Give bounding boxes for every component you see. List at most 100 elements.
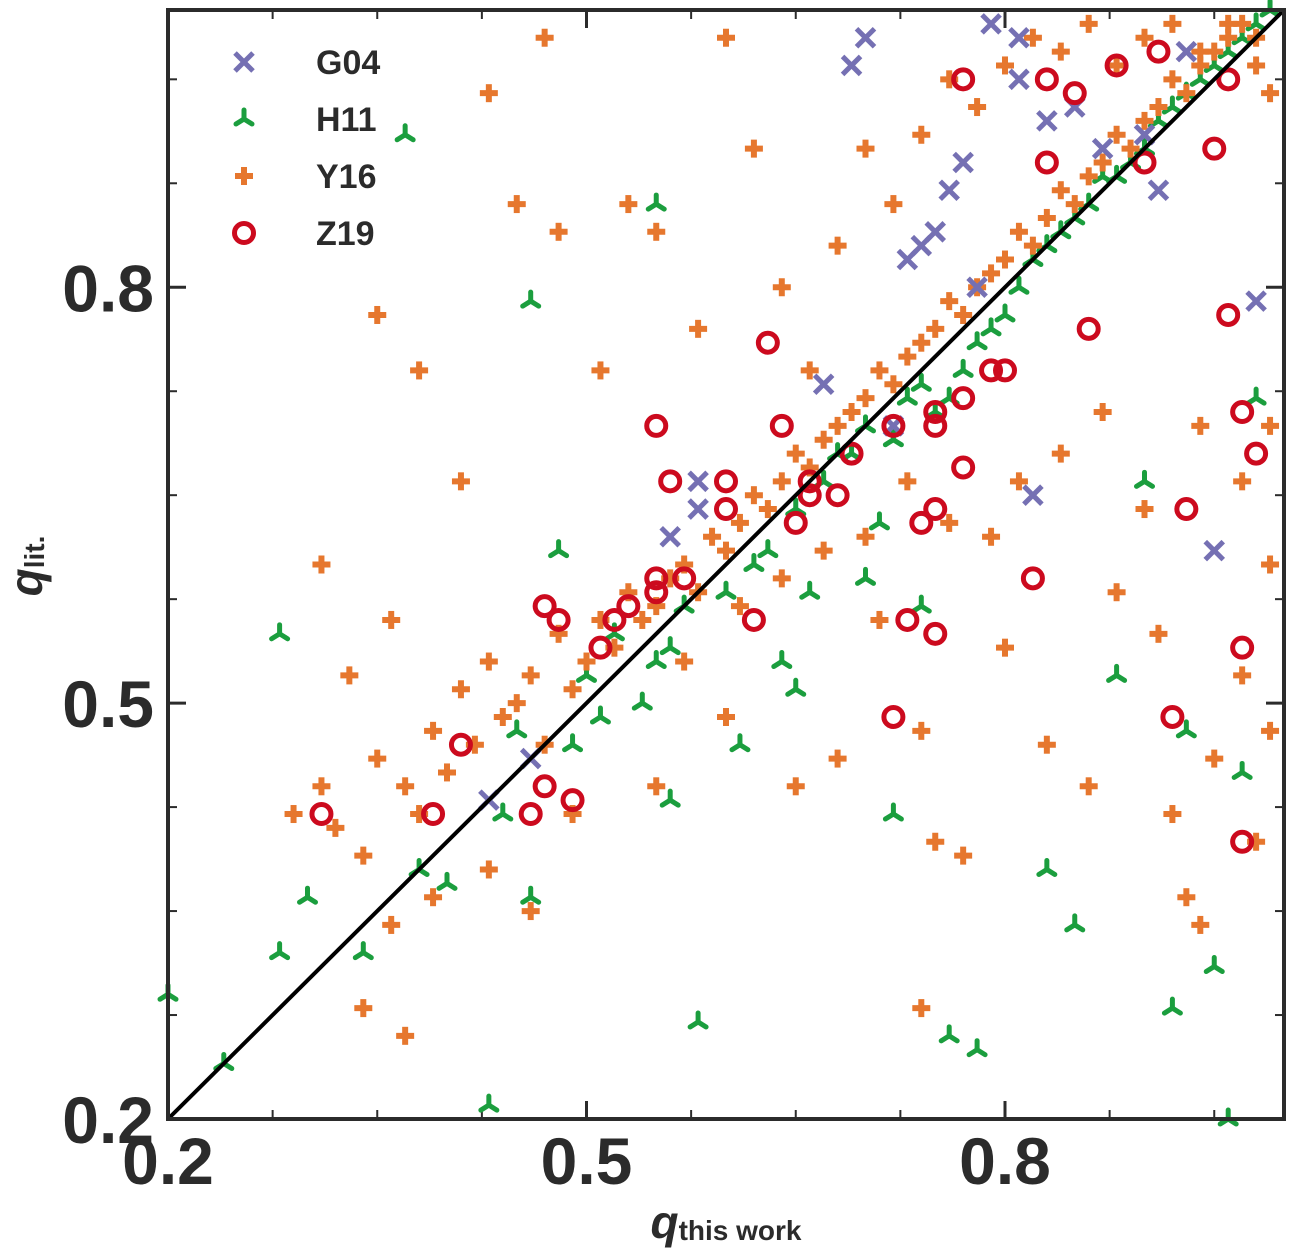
marker-stroke: [233, 51, 255, 73]
point-y16: [954, 846, 973, 865]
point-z19: [881, 704, 906, 729]
y-axis-subscript: lit.: [19, 536, 50, 569]
point-y16: [1051, 42, 1070, 61]
point-y16: [340, 666, 359, 685]
point-y16: [1247, 56, 1266, 75]
point-y16: [577, 652, 596, 671]
point-z19: [1146, 39, 1171, 64]
marker-stroke: [1147, 179, 1170, 201]
marker-stroke: [966, 276, 988, 299]
point-g04: [687, 498, 709, 520]
point-y16: [1177, 888, 1196, 907]
point-z19: [1216, 67, 1241, 92]
point-h11: [1245, 386, 1267, 406]
marker-stroke: [1002, 312, 1016, 323]
point-y16: [1051, 444, 1070, 463]
point-h11: [506, 719, 528, 739]
point-y16: [368, 305, 387, 324]
point-g04: [854, 26, 877, 49]
point-g04: [1245, 290, 1267, 312]
marker-stroke: [918, 381, 932, 392]
point-z19: [923, 621, 948, 646]
marker-stroke: [960, 367, 974, 378]
marker-stroke: [904, 395, 918, 406]
point-h11: [715, 580, 737, 600]
point-h11: [1161, 996, 1183, 1016]
point-y16: [1261, 84, 1280, 103]
marker-stroke: [946, 1033, 960, 1044]
marker-stroke: [821, 478, 835, 489]
point-y16: [730, 513, 749, 532]
point-y16: [1191, 915, 1210, 934]
point-g04: [1036, 110, 1058, 132]
point-y16: [717, 541, 735, 560]
marker-stroke: [1253, 21, 1267, 32]
point-g04: [966, 276, 988, 299]
point-y16: [1093, 403, 1112, 422]
marker-stroke: [980, 13, 1002, 35]
point-h11: [297, 885, 318, 905]
point-y16: [479, 860, 498, 879]
point-y16: [647, 222, 666, 241]
point-z19: [1076, 316, 1101, 341]
point-y16: [563, 680, 582, 699]
point-h11: [478, 1093, 500, 1113]
legend-marker-z19: [232, 221, 256, 245]
marker-stroke: [793, 686, 807, 697]
point-y16: [1163, 14, 1182, 33]
point-y16: [1205, 749, 1224, 768]
point-h11: [743, 553, 765, 572]
point-y16: [689, 319, 708, 338]
point-y16: [1079, 14, 1098, 33]
point-h11: [729, 733, 751, 753]
point-z19: [923, 413, 948, 438]
point-h11: [896, 386, 918, 406]
point-y16: [856, 389, 875, 408]
point-y16: [772, 472, 791, 491]
point-y16: [284, 805, 303, 824]
point-y16: [326, 818, 345, 837]
marker-stroke: [360, 950, 374, 961]
point-z19: [518, 802, 543, 827]
marker-stroke: [1008, 26, 1030, 49]
x-tick-label: 0.2: [122, 1124, 214, 1198]
x-tick-labels: 0.2 0.5 0.8: [122, 1124, 1051, 1198]
point-z19: [532, 774, 557, 799]
point-y16: [926, 319, 945, 338]
point-g04: [1008, 68, 1030, 91]
point-y16: [312, 555, 331, 574]
point-y16: [814, 430, 833, 449]
point-y16: [800, 361, 819, 380]
marker-stroke: [597, 714, 611, 725]
point-h11: [966, 331, 988, 351]
point-y16: [368, 749, 387, 768]
point-y16: [1037, 735, 1056, 754]
point-z19: [1104, 53, 1129, 78]
point-y16: [410, 361, 429, 380]
x-tick-label: 0.5: [541, 1124, 633, 1198]
marker-stroke: [1022, 484, 1044, 506]
point-z19: [658, 469, 683, 494]
point-y16: [549, 222, 568, 241]
point-y16: [354, 999, 373, 1018]
marker-stroke: [653, 201, 667, 212]
point-z19: [1230, 635, 1255, 660]
point-y16: [521, 666, 540, 685]
point-z19: [532, 594, 557, 619]
point-z19: [421, 802, 446, 827]
point-y16: [396, 1026, 415, 1045]
point-z19: [797, 469, 822, 494]
point-y16: [382, 610, 401, 629]
point-y16: [1107, 583, 1126, 602]
point-y16: [1233, 666, 1252, 685]
point-h11: [394, 123, 416, 143]
point-z19: [1062, 81, 1087, 106]
point-y16: [424, 721, 443, 740]
point-y16: [954, 305, 973, 324]
marker-stroke: [514, 728, 528, 739]
point-z19: [448, 732, 473, 757]
point-g04: [687, 470, 709, 493]
point-y16: [535, 28, 554, 47]
point-y16: [856, 139, 875, 158]
marker-stroke: [611, 631, 625, 642]
